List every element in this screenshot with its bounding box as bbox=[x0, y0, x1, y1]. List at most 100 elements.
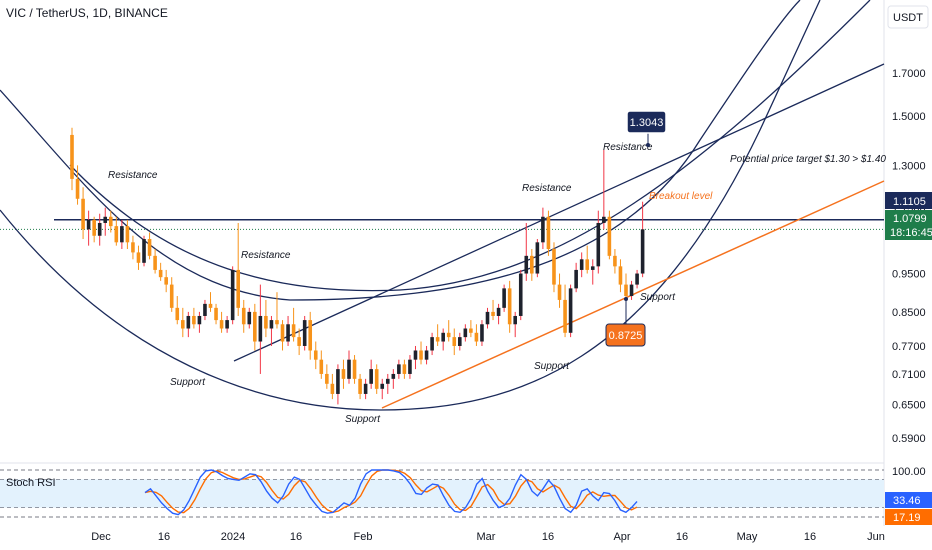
candle-body bbox=[330, 383, 335, 394]
candle-body bbox=[629, 284, 634, 297]
candle-body bbox=[341, 369, 346, 379]
candle-body bbox=[624, 284, 628, 297]
candle-body bbox=[81, 198, 85, 230]
candle-body bbox=[241, 307, 246, 325]
candle-body bbox=[264, 315, 268, 329]
candle-body bbox=[524, 255, 529, 274]
candle-body bbox=[97, 222, 102, 236]
candle-body bbox=[507, 288, 512, 325]
price-tick-label: 1.3000 bbox=[892, 160, 926, 172]
candle-body bbox=[402, 364, 407, 374]
candle-body bbox=[557, 284, 562, 300]
candle-body bbox=[114, 226, 119, 243]
candle-body bbox=[192, 315, 196, 325]
candle-body bbox=[269, 320, 274, 329]
stoch-rsi-title: Stoch RSI bbox=[6, 477, 56, 489]
candle-body bbox=[75, 178, 80, 199]
candle-body bbox=[518, 273, 523, 316]
breakout-price-tag: 1.1105 bbox=[885, 192, 932, 209]
price-axis-panel bbox=[884, 0, 932, 526]
time-tick-label: Apr bbox=[613, 531, 630, 543]
support-price-callout: 0.8725 bbox=[605, 297, 646, 347]
candle-body bbox=[203, 303, 207, 316]
inner-resistance-arc bbox=[69, 0, 871, 292]
candle-body bbox=[552, 249, 556, 285]
candle-body bbox=[164, 277, 168, 285]
candle-body bbox=[452, 337, 457, 346]
annotation-support-april: Support bbox=[640, 292, 676, 303]
time-tick-label: 16 bbox=[676, 531, 688, 543]
time-tick-label: 16 bbox=[804, 531, 816, 543]
candle-body bbox=[535, 242, 540, 274]
candle-body bbox=[275, 320, 279, 325]
candle-body bbox=[280, 324, 285, 342]
candle-body bbox=[286, 324, 290, 342]
candle-body bbox=[358, 378, 362, 394]
annotation-support-march: Support bbox=[534, 361, 570, 372]
candle-body bbox=[480, 324, 484, 342]
price-tick-label: 0.7700 bbox=[892, 341, 926, 353]
candle-body bbox=[474, 332, 479, 342]
annotation-price-target: Potential price target $1.30 > $1.40 bbox=[730, 154, 886, 165]
candle-body bbox=[530, 255, 534, 274]
target-price-callout: 1.3043 bbox=[626, 110, 667, 147]
candle-body bbox=[225, 320, 229, 329]
time-tick-label: Feb bbox=[354, 531, 373, 543]
candle-body bbox=[541, 216, 545, 243]
candle-body bbox=[108, 216, 113, 227]
drawings-layer bbox=[0, 0, 885, 411]
price-tick-label: 0.9500 bbox=[892, 269, 926, 281]
candle-body bbox=[369, 369, 373, 384]
candle-body bbox=[546, 216, 551, 250]
time-tick-label: 16 bbox=[290, 531, 302, 543]
candle-body bbox=[563, 299, 567, 333]
time-tick-label: May bbox=[737, 531, 758, 543]
candle-body bbox=[441, 332, 445, 342]
candle-body bbox=[120, 226, 124, 243]
candle-body bbox=[208, 303, 213, 308]
candle-body bbox=[352, 359, 357, 379]
candle-body bbox=[247, 311, 252, 325]
time-tick-label: Mar bbox=[477, 531, 496, 543]
rsi-k-text: 33.46 bbox=[893, 495, 921, 507]
chart-title: VIC / TetherUS, 1D, BINANCE bbox=[6, 6, 168, 20]
candle-body bbox=[397, 364, 401, 374]
candle-body bbox=[458, 337, 462, 346]
candle-body bbox=[635, 273, 639, 285]
outer-support-arc bbox=[0, 0, 821, 411]
candle-body bbox=[385, 378, 390, 384]
candle-body bbox=[253, 311, 257, 342]
candle-body bbox=[469, 328, 473, 333]
candle-body bbox=[131, 242, 135, 253]
candle-body bbox=[596, 222, 601, 267]
current-price-text: 1.0799 bbox=[893, 213, 927, 225]
breakout-price-tag-text: 1.1105 bbox=[893, 196, 926, 208]
annotation-support-bottom: Support bbox=[345, 414, 381, 425]
currency-button[interactable]: USDT bbox=[887, 5, 929, 29]
price-tick-label: 0.8500 bbox=[892, 307, 926, 319]
candle-body bbox=[313, 350, 318, 360]
candle-body bbox=[446, 332, 451, 338]
candle-body bbox=[92, 219, 96, 236]
candle-body bbox=[502, 288, 506, 308]
candle-body bbox=[391, 373, 396, 379]
annotation-resistance-top: Resistance bbox=[603, 142, 653, 153]
countdown-text: 18:16:45 bbox=[890, 227, 932, 239]
candle-body bbox=[513, 315, 517, 325]
candle-body bbox=[585, 259, 590, 270]
candle-body bbox=[169, 284, 174, 308]
candle-body bbox=[607, 216, 612, 256]
candle-body bbox=[258, 315, 263, 342]
price-tick-label: 0.5900 bbox=[892, 433, 926, 445]
support-price-text: 0.8725 bbox=[609, 330, 643, 342]
candle-body bbox=[230, 269, 235, 321]
time-tick-label: Dec bbox=[91, 531, 111, 543]
candle-body bbox=[424, 350, 429, 360]
candle-body bbox=[197, 315, 202, 325]
candle-body bbox=[413, 350, 418, 360]
candle-body bbox=[70, 134, 74, 179]
candle-body bbox=[435, 337, 440, 342]
candle-body bbox=[181, 320, 185, 329]
annotation-resistance-left: Resistance bbox=[108, 170, 158, 181]
